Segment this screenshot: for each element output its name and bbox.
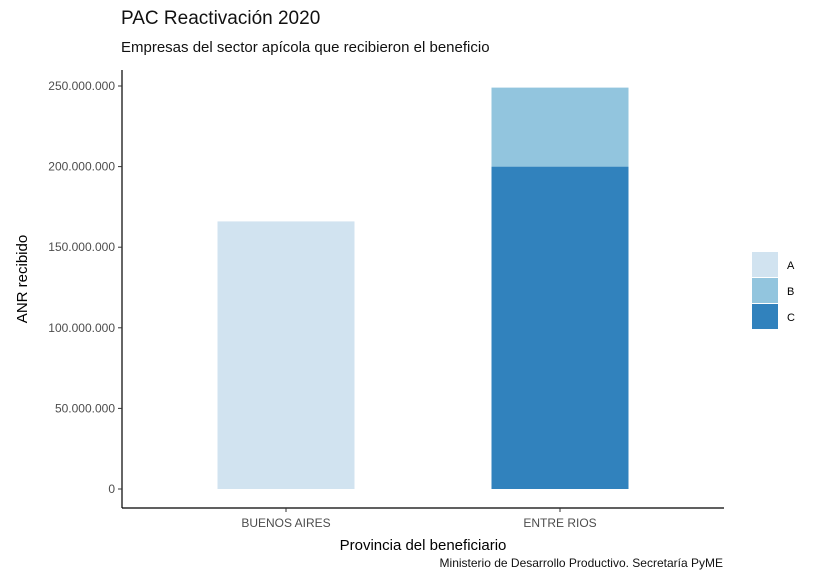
y-tick-label: 100.000.000 (48, 321, 115, 335)
x-tick-label: ENTRE RIOS (523, 516, 596, 530)
bars-layer (217, 87, 629, 489)
y-tick-label: 0 (108, 482, 115, 496)
bar-buenos-aires-a (217, 221, 355, 489)
legend-swatch-a (752, 252, 778, 277)
legend-label-a: A (787, 260, 795, 272)
chart-caption: Ministerio de Desarrollo Productivo. Sec… (439, 556, 723, 570)
axes-layer: 0 50.000.000 100.000.000 150.000.000 200.000… (14, 70, 724, 554)
legend-label-b: B (787, 286, 794, 298)
legend-label-c: C (787, 312, 795, 324)
y-tick-label: 50.000.000 (55, 401, 115, 415)
bar-entre-rios-b (491, 87, 629, 167)
y-axis-title: ANR recibido (14, 235, 31, 323)
y-tick-label: 200.000.000 (48, 160, 115, 174)
x-axis-title: Provincia del beneficiario (340, 537, 507, 554)
legend-swatch-b (752, 278, 778, 303)
legend-swatch-c (752, 304, 778, 329)
y-tick-label: 250.000.000 (48, 79, 115, 93)
chart-subtitle: Empresas del sector apícola que recibier… (121, 39, 490, 56)
legend: A B C (752, 252, 795, 329)
chart-title: PAC Reactivación 2020 (121, 8, 321, 29)
x-tick-label: BUENOS AIRES (241, 516, 330, 530)
y-tick-label: 150.000.000 (48, 240, 115, 254)
bar-entre-rios-c (491, 166, 629, 489)
